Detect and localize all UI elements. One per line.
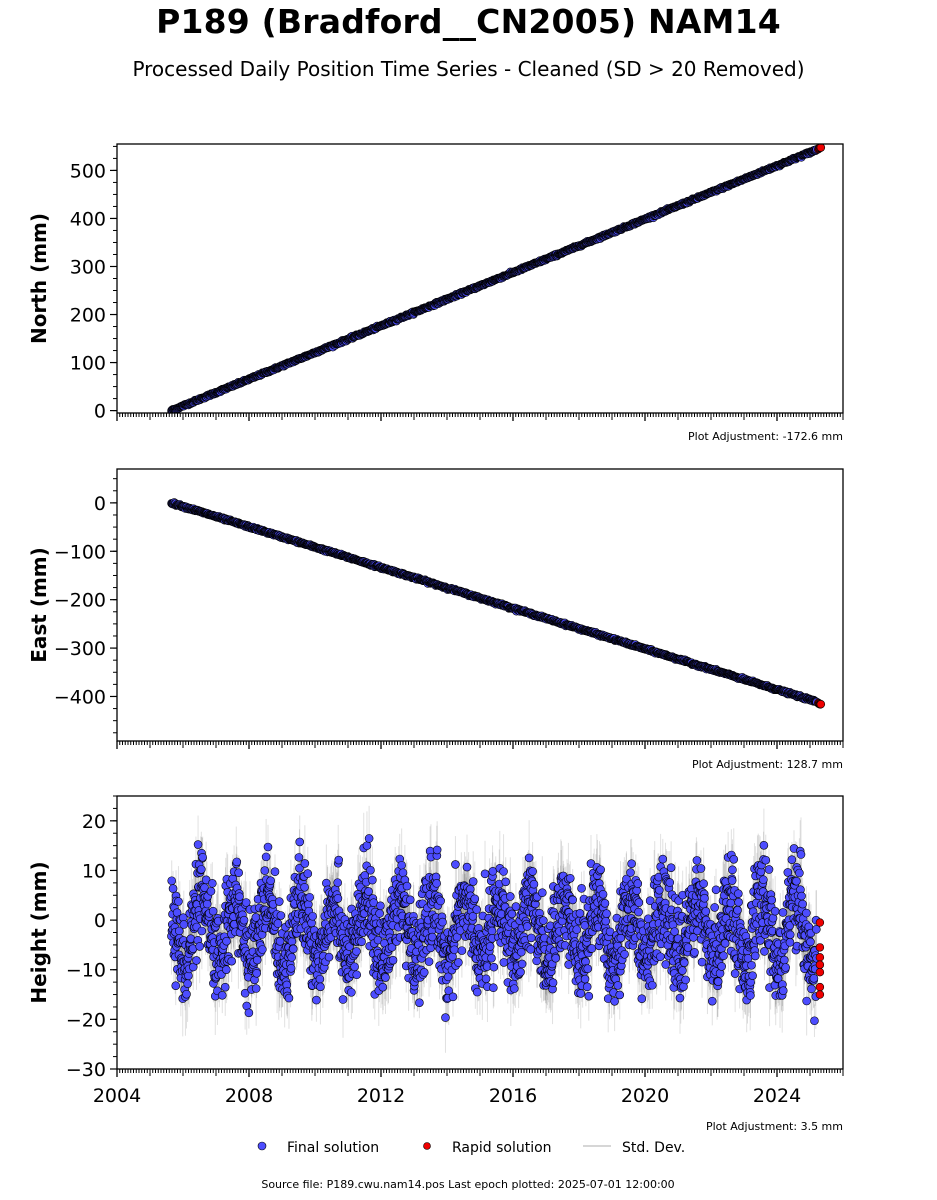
rapid-series-2 [814, 698, 826, 709]
final-series-1 [167, 145, 821, 413]
rapid-point [816, 144, 826, 152]
panel-1-marks [167, 144, 826, 413]
panel-3-data [167, 805, 825, 1053]
final-series-2 [167, 498, 821, 707]
panel-1-data [167, 144, 826, 413]
panel-2-marks [167, 498, 826, 709]
panel-2-data [167, 498, 826, 709]
data-layer [167, 144, 826, 1053]
figure-subtitle: Processed Daily Position Time Series - C… [132, 57, 805, 81]
figure-title: P189 (Bradford__CN2005) NAM14 [156, 2, 781, 41]
rapid-series-1 [814, 144, 826, 154]
rapid-point [816, 699, 826, 709]
panel-3-marks [167, 805, 825, 1053]
